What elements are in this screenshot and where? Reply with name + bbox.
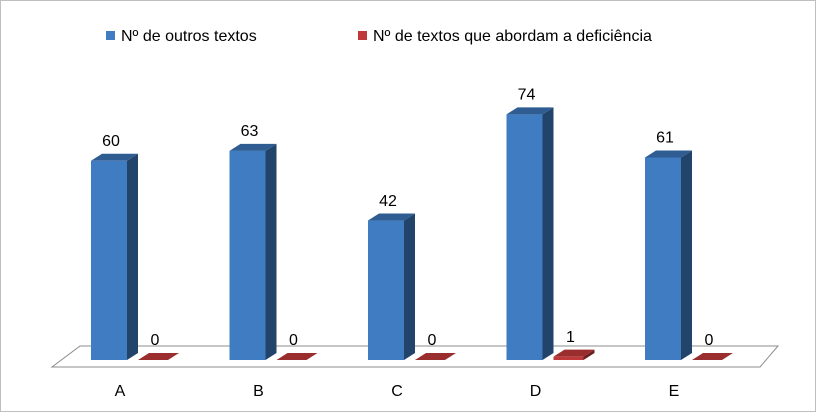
legend-label: Nº de outros textos <box>121 28 257 45</box>
bar <box>91 153 138 360</box>
legend-swatch <box>106 31 115 40</box>
bar-front <box>506 114 543 360</box>
x-tick-label: D <box>530 383 542 400</box>
bar <box>415 353 456 360</box>
bar-front <box>645 157 681 360</box>
x-tick-label: C <box>391 383 403 400</box>
x-tick-label: A <box>115 383 126 400</box>
data-label: 61 <box>656 130 674 147</box>
bar-top <box>415 353 456 360</box>
bar <box>645 150 692 360</box>
bar <box>229 143 277 360</box>
bar-top <box>91 153 138 161</box>
legend-label: Nº de textos que abordam a deficiência <box>373 28 652 45</box>
data-label: 1 <box>566 329 575 346</box>
legend-swatch <box>358 31 367 40</box>
data-label: 0 <box>289 332 298 349</box>
bar-front <box>553 356 584 360</box>
bar-top <box>368 213 415 221</box>
bar <box>276 353 318 360</box>
bar-side <box>265 143 277 360</box>
bar <box>138 353 179 360</box>
bar-top <box>138 353 179 360</box>
data-label: 74 <box>518 87 536 104</box>
bar-top <box>229 143 277 151</box>
data-label: 0 <box>428 332 437 349</box>
bar-front <box>368 220 404 360</box>
bar-side <box>583 349 595 360</box>
data-label: 0 <box>151 332 160 349</box>
bar-top <box>553 349 595 357</box>
bar <box>506 107 554 360</box>
bar-top <box>692 353 733 360</box>
bar-side <box>542 107 554 360</box>
data-label: 60 <box>102 133 120 150</box>
bar-top <box>645 150 692 158</box>
bar-front <box>229 150 266 360</box>
bar-side <box>681 150 692 360</box>
data-label: 63 <box>241 123 259 140</box>
x-tick-label: B <box>253 383 264 400</box>
x-tick-label: E <box>669 383 680 400</box>
data-label: 42 <box>379 193 397 210</box>
bar <box>553 349 595 360</box>
bar-top <box>506 107 554 115</box>
bar <box>692 353 733 360</box>
bar-front <box>91 160 127 360</box>
bar-side <box>127 153 138 360</box>
bar-top <box>276 353 318 360</box>
bar <box>368 213 415 360</box>
bar-side <box>404 213 415 360</box>
data-label: 0 <box>705 332 714 349</box>
